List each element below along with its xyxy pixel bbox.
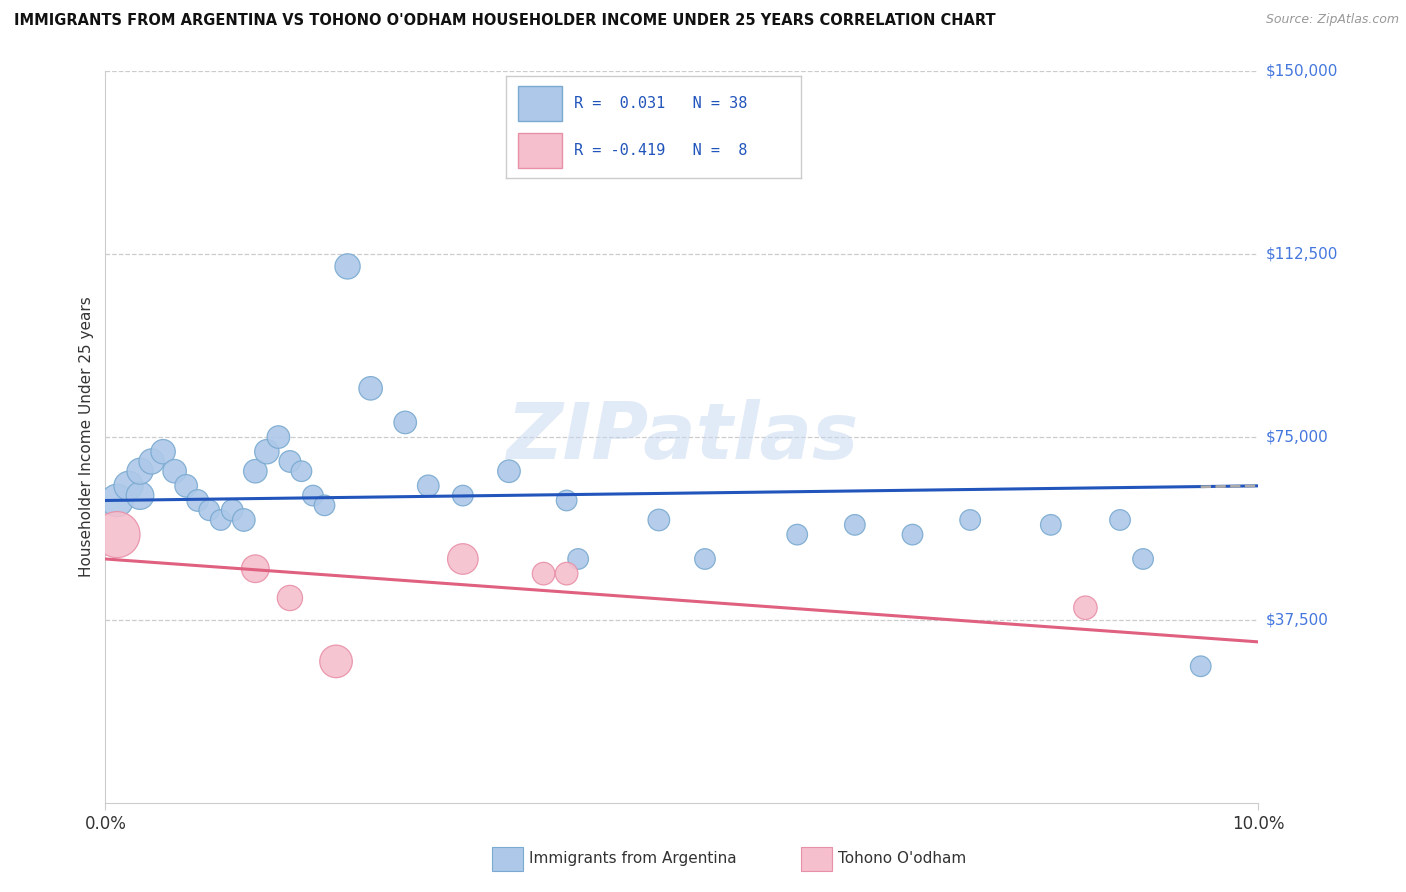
Point xyxy=(1074,600,1097,615)
Point xyxy=(844,517,866,532)
Text: $112,500: $112,500 xyxy=(1265,247,1337,261)
Point xyxy=(174,479,197,493)
Point xyxy=(152,444,174,458)
Point xyxy=(129,489,152,503)
Bar xyxy=(517,87,562,121)
Point xyxy=(245,464,267,478)
Point xyxy=(336,260,359,274)
Text: ZIPatlas: ZIPatlas xyxy=(506,399,858,475)
Y-axis label: Householder Income Under 25 years: Householder Income Under 25 years xyxy=(79,297,94,577)
Point xyxy=(648,513,671,527)
Text: R =  0.031   N = 38: R = 0.031 N = 38 xyxy=(574,96,748,111)
Text: R = -0.419   N =  8: R = -0.419 N = 8 xyxy=(574,144,748,158)
Point xyxy=(302,489,325,503)
Text: IMMIGRANTS FROM ARGENTINA VS TOHONO O'ODHAM HOUSEHOLDER INCOME UNDER 25 YEARS CO: IMMIGRANTS FROM ARGENTINA VS TOHONO O'OD… xyxy=(14,13,995,29)
Point xyxy=(256,444,278,458)
Point xyxy=(451,552,474,566)
Text: Source: ZipAtlas.com: Source: ZipAtlas.com xyxy=(1265,13,1399,27)
Text: $75,000: $75,000 xyxy=(1265,430,1329,444)
Point xyxy=(555,493,578,508)
Point xyxy=(105,527,128,541)
Point xyxy=(786,527,808,541)
Point xyxy=(1132,552,1154,566)
Text: Tohono O'odham: Tohono O'odham xyxy=(838,852,966,866)
Text: $150,000: $150,000 xyxy=(1265,64,1337,78)
Point xyxy=(290,464,312,478)
Point xyxy=(693,552,716,566)
Point xyxy=(555,566,578,581)
Point xyxy=(418,479,440,493)
Point xyxy=(129,464,152,478)
Point xyxy=(232,513,254,527)
Point xyxy=(1189,659,1212,673)
Point xyxy=(187,493,209,508)
Point xyxy=(959,513,981,527)
Point xyxy=(267,430,290,444)
Point xyxy=(141,454,163,468)
Point xyxy=(221,503,243,517)
Point xyxy=(567,552,589,566)
Point xyxy=(498,464,520,478)
Point xyxy=(360,381,382,395)
Point xyxy=(1039,517,1062,532)
Point xyxy=(314,499,336,513)
Point xyxy=(278,454,301,468)
Point xyxy=(1109,513,1132,527)
Point xyxy=(198,503,221,517)
Point xyxy=(105,493,128,508)
Point xyxy=(117,479,139,493)
Text: $37,500: $37,500 xyxy=(1265,613,1329,627)
Point xyxy=(533,566,555,581)
Point xyxy=(325,654,347,668)
Point xyxy=(278,591,301,605)
Point xyxy=(394,416,416,430)
Point xyxy=(451,489,474,503)
Point xyxy=(245,562,267,576)
Point xyxy=(209,513,232,527)
Point xyxy=(163,464,186,478)
Point xyxy=(901,527,924,541)
Bar xyxy=(517,133,562,168)
Text: Immigrants from Argentina: Immigrants from Argentina xyxy=(529,852,737,866)
